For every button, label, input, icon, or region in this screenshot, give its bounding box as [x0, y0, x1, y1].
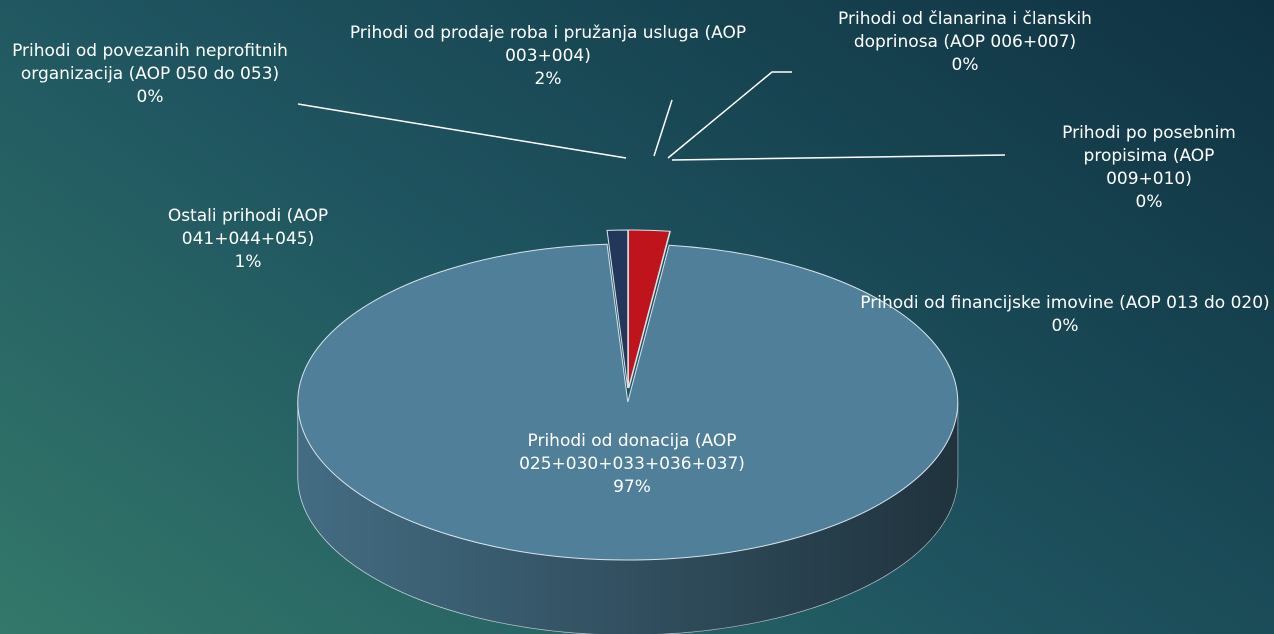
slice-side-shade: [297, 401, 958, 634]
slice-tops: [297, 229, 959, 561]
value-label: 2%: [534, 69, 562, 89]
slice: [628, 231, 671, 389]
value-label: 97%: [613, 477, 651, 497]
category-label: Prihodi od donacija (AOP 025+030+033+036…: [519, 431, 745, 474]
leader-line: [297, 103, 627, 159]
category-label: Prihodi od prodaje roba i pružanja uslug…: [349, 23, 747, 66]
category-label: Prihodi od članarina i članskih doprinos…: [838, 9, 1092, 52]
category-label: Ostali prihodi (AOP 041+044+045): [167, 206, 329, 249]
slice-label: Prihodi od povezanih neprofitnih organiz…: [10, 40, 290, 109]
value-label: 1%: [234, 252, 262, 272]
slice-label: Prihodi od prodaje roba i pružanja uslug…: [343, 22, 753, 91]
leader-lines: [297, 71, 1006, 161]
value-label: 0%: [1051, 316, 1079, 336]
slice: [297, 243, 959, 561]
value-label: 0%: [136, 87, 164, 107]
slice-label: Ostali prihodi (AOP 041+044+045) 1%: [118, 205, 378, 274]
category-label: Prihodi po posebnim propisima (AOP 009+0…: [1062, 123, 1236, 189]
slice-label: Prihodi od financijske imovine (AOP 013 …: [856, 292, 1274, 338]
value-label: 0%: [951, 55, 979, 75]
slice-label: Prihodi po posebnim propisima (AOP 009+0…: [1038, 122, 1260, 214]
leader-line: [653, 99, 673, 157]
leader-line: [671, 154, 1006, 161]
value-label: 0%: [1135, 192, 1163, 212]
leader-line: [667, 71, 792, 159]
category-label: Prihodi od financijske imovine (AOP 013 …: [860, 293, 1270, 313]
slice-label: Prihodi od donacija (AOP 025+030+033+036…: [482, 430, 782, 499]
category-label: Prihodi od povezanih neprofitnih organiz…: [12, 41, 288, 84]
slice-label: Prihodi od članarina i članskih doprinos…: [825, 8, 1105, 77]
